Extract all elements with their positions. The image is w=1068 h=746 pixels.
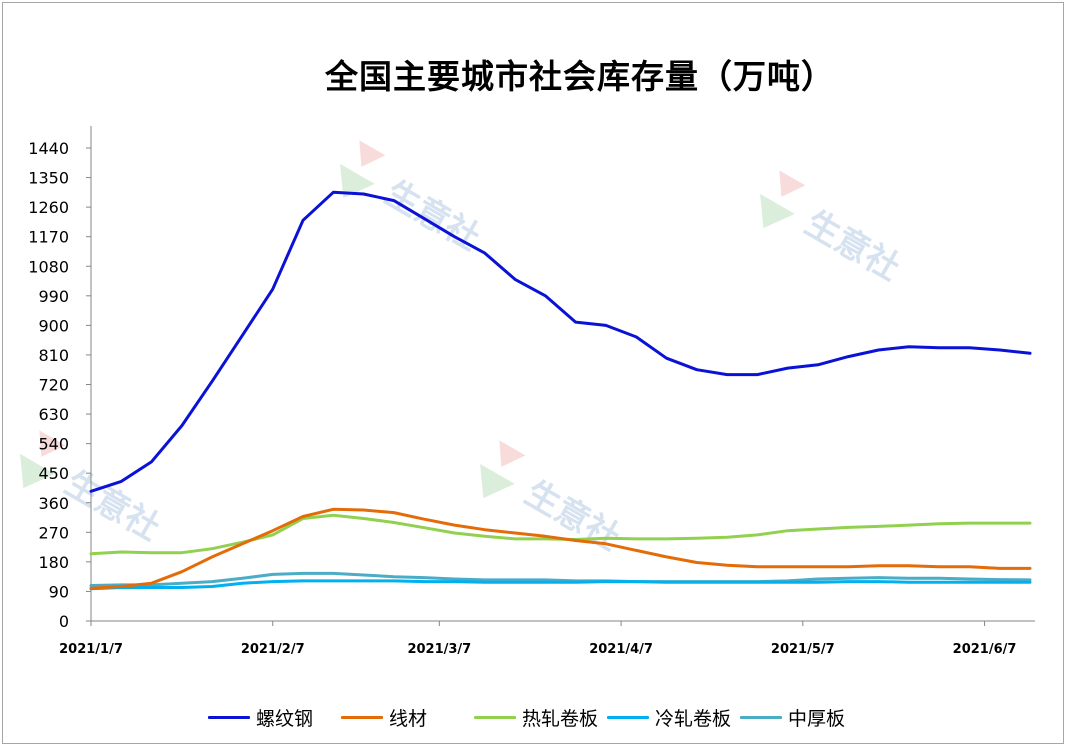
legend-label: 线材 <box>389 707 428 730</box>
legend-swatch <box>740 715 782 719</box>
y-tick-label: 360 <box>38 494 69 513</box>
series-line <box>89 190 1032 493</box>
svg-text:生意社: 生意社 <box>58 463 166 549</box>
legend-item: 中厚板 <box>740 702 845 732</box>
legend-swatch <box>341 715 383 719</box>
series-line <box>89 579 1032 591</box>
y-tick-label: 900 <box>38 316 69 335</box>
y-tick-label: 180 <box>38 553 69 572</box>
y-tick-label: 1350 <box>28 169 69 188</box>
legend-swatch <box>208 715 250 719</box>
legend-swatch <box>474 715 516 719</box>
legend-swatch <box>607 715 649 719</box>
legend-label: 热轧卷板 <box>522 707 599 730</box>
x-tick-label: 2021/4/7 <box>589 642 653 657</box>
x-tick-label: 2021/1/7 <box>59 642 123 657</box>
y-tick-label: 810 <box>38 346 69 365</box>
y-tick-label: 270 <box>38 523 69 542</box>
watermark-logo: 生意社 <box>20 430 167 549</box>
legend-item: 冷轧卷板 <box>607 702 731 732</box>
series-line <box>89 571 1032 587</box>
y-tick-label: 1440 <box>28 139 69 158</box>
y-tick-label: 1170 <box>28 228 69 247</box>
legend: 螺纹钢 线材 热轧卷板 冷轧卷板 中厚板 <box>0 702 1068 732</box>
legend-item: 螺纹钢 <box>208 702 313 732</box>
y-tick-label: 450 <box>38 464 69 483</box>
y-tick-label: 1080 <box>28 257 69 276</box>
legend-label: 冷轧卷板 <box>655 707 732 730</box>
y-tick-label: 990 <box>38 287 69 306</box>
y-tick-label: 1260 <box>28 198 69 217</box>
svg-text:生意社: 生意社 <box>798 203 906 289</box>
y-tick-label: 540 <box>38 435 69 454</box>
legend-label: 螺纹钢 <box>256 707 314 730</box>
legend-label: 中厚板 <box>788 707 846 730</box>
y-tick-label: 630 <box>38 405 69 424</box>
watermark-logo: 生意社 <box>760 170 907 289</box>
x-tick-label: 2021/2/7 <box>241 642 305 657</box>
watermark-logo: 生意社 <box>480 440 627 559</box>
y-tick-label: 90 <box>49 582 69 601</box>
x-tick-label: 2021/3/7 <box>407 642 471 657</box>
chart-title: 全国主要城市社会库存量（万吨） <box>325 57 835 96</box>
series-line <box>89 507 1032 590</box>
watermark-logo: 生意社 <box>340 140 487 259</box>
x-tick-label: 2021/6/7 <box>953 642 1017 657</box>
legend-item: 线材 <box>341 702 427 732</box>
legend-item: 热轧卷板 <box>474 702 598 732</box>
x-tick-label: 2021/5/7 <box>771 642 835 657</box>
y-tick-label: 720 <box>38 376 69 395</box>
y-tick-label: 0 <box>59 612 69 631</box>
